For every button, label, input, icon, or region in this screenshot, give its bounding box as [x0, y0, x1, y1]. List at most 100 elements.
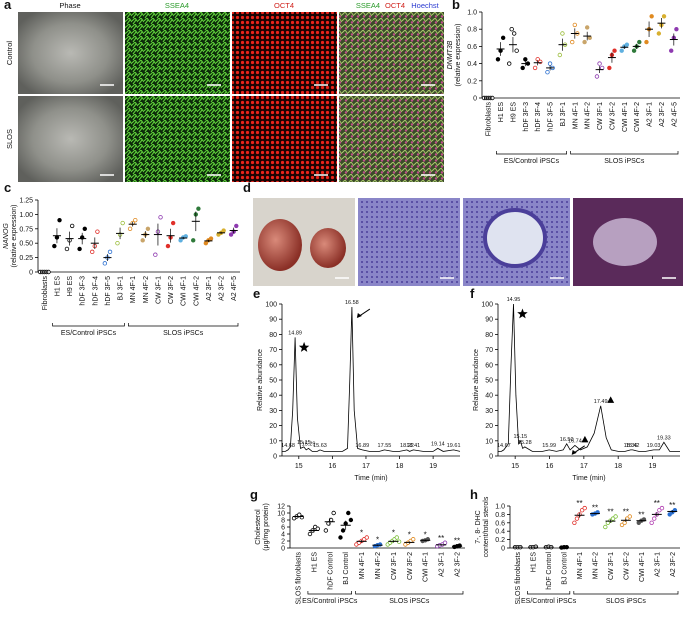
micrograph	[18, 12, 123, 94]
data-point	[649, 520, 654, 525]
x-tick-label: H1 ES	[498, 102, 505, 123]
y-tick-label: 0.6	[467, 44, 477, 51]
y-tick-label: 0.2	[495, 537, 505, 544]
y-tick-label: 0	[281, 546, 285, 553]
y-axis-label: content/total sterols	[483, 496, 490, 557]
significance: **	[607, 508, 613, 517]
x-tick-label: SLOS fibroblasts	[295, 552, 302, 605]
data-point	[594, 74, 600, 79]
data-point	[627, 514, 633, 519]
y-tick-label: 10	[485, 438, 493, 445]
x-tick-label: 15	[295, 463, 303, 470]
panel-label: f	[470, 286, 475, 301]
y-tick-label: 0	[489, 454, 493, 461]
x-tick-label: hDF 3F-4	[92, 276, 99, 306]
arrow-head	[356, 313, 362, 319]
y-tick-label: 0.25	[19, 255, 33, 262]
x-tick-label: MN 4F-1	[577, 552, 584, 579]
x-tick-label: 18	[396, 463, 404, 470]
y-tick-label: 0.75	[19, 226, 33, 233]
y-tick-label: 10	[269, 438, 277, 445]
data-point	[661, 14, 667, 19]
peak-label: 16.50	[560, 437, 574, 443]
data-point	[140, 238, 145, 243]
data-point	[299, 515, 305, 520]
x-tick-label: Fibroblasts	[42, 276, 49, 311]
data-point	[570, 39, 575, 45]
y-tick-label: 70	[485, 347, 493, 354]
data-point	[52, 243, 57, 249]
data-point	[145, 226, 151, 231]
x-tick-label: 17	[362, 463, 370, 470]
x-tick-label: CW 3F-1	[608, 552, 615, 580]
x-tick-label: CW 3F-2	[168, 276, 175, 304]
peak-label: 14.89	[288, 330, 302, 336]
y-axis-label: Relative abundance	[473, 349, 480, 411]
panel-label: h	[470, 487, 478, 502]
x-tick-label: CW 3F-2	[623, 552, 630, 580]
data-point	[612, 48, 617, 53]
significance: *	[376, 536, 379, 545]
data-point	[572, 520, 577, 525]
group-bracket	[355, 591, 464, 595]
micrograph-grid: Phase SSEA4 OCT4 SSEA4 OCT4 Hoechst Cont…	[5, 1, 444, 182]
y-tick-label: 90	[269, 317, 277, 324]
y-tick-label: 40	[485, 393, 493, 400]
row-label: Control	[5, 41, 14, 66]
micrograph	[18, 96, 123, 182]
data-point	[82, 226, 87, 231]
group-bracket	[128, 323, 239, 327]
arrow-head	[571, 449, 577, 455]
x-tick-label: H1 ES	[54, 276, 61, 297]
data-point	[557, 52, 563, 58]
panel-label: g	[250, 487, 258, 502]
y-axis-label: (relative expression)	[11, 204, 18, 267]
peak-label: 15.28	[518, 440, 532, 446]
y-tick-label: 0.6	[495, 520, 505, 527]
data-point	[547, 61, 553, 66]
peak-label: 14.68	[281, 443, 295, 449]
y-tick-label: 12	[277, 504, 285, 511]
x-tick-label: 19	[429, 463, 437, 470]
x-tick-label: BJ 3F-1	[560, 102, 567, 127]
x-tick-label: MN 4F-1	[359, 552, 366, 579]
data-point	[603, 524, 608, 530]
x-tick-label: CW 3F-2	[609, 102, 616, 130]
peak-label: 14.95	[507, 297, 521, 303]
data-point	[532, 65, 538, 71]
y-tick-label: 1.00	[19, 212, 33, 219]
data-point	[90, 249, 95, 255]
x-tick-label: BJ Control	[562, 552, 569, 585]
column-label: OCT4	[385, 1, 405, 10]
data-point	[178, 238, 183, 243]
y-axis-label: 7-, 8- DHC	[475, 510, 482, 543]
x-tick-label: 16	[328, 463, 336, 470]
x-axis-label: Time (min)	[572, 475, 605, 482]
data-point	[165, 243, 171, 249]
data-point	[107, 249, 113, 255]
y-tick-label: 0.2	[467, 78, 477, 85]
tumor	[310, 228, 346, 268]
data-point	[582, 39, 587, 45]
y-tick-label: 30	[269, 408, 277, 415]
data-point	[669, 48, 674, 53]
group-label: SLOS iPSCs	[604, 158, 645, 165]
data-point	[64, 246, 70, 252]
group-label: SLOS iPSCs	[389, 598, 430, 605]
data-point	[340, 528, 346, 533]
data-point	[656, 31, 662, 36]
data-point	[560, 31, 565, 36]
x-tick-label: A2 3F-1	[439, 552, 446, 577]
x-tick-label: A2 3F-2	[670, 552, 677, 577]
x-tick-label: hDF 3F-3	[523, 102, 530, 132]
micrograph	[125, 12, 230, 94]
data-point	[348, 517, 354, 523]
y-axis-label: DNMT3B	[447, 40, 454, 69]
y-axis-label: NANOG	[3, 223, 10, 249]
tissue-images	[253, 198, 683, 286]
x-tick-label: A2 4F-5	[231, 276, 238, 301]
y-tick-label: 80	[485, 332, 493, 339]
data-point	[500, 35, 506, 40]
x-tick-label: MN 4F-2	[593, 552, 600, 579]
